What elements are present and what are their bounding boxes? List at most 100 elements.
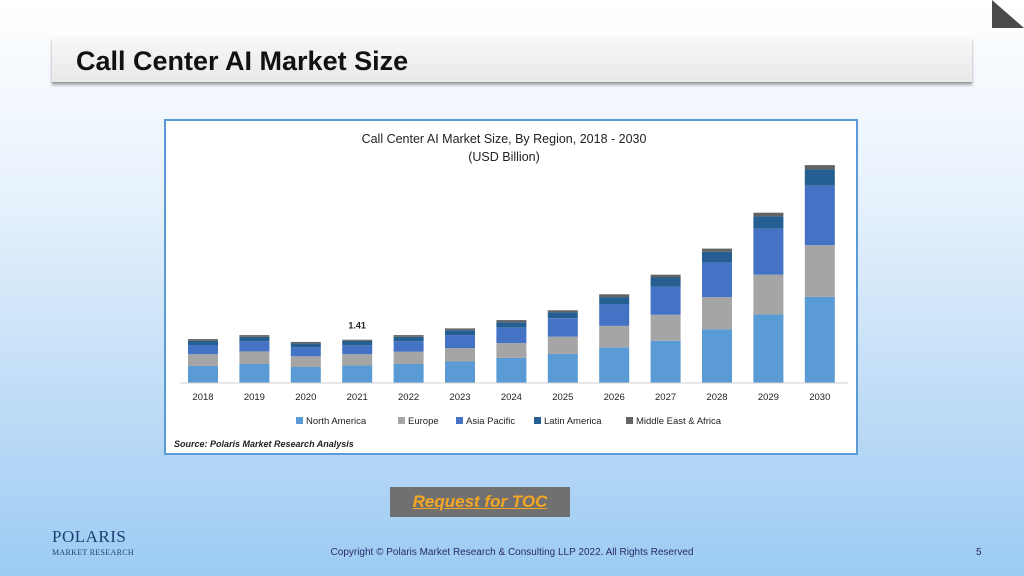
bar-2028-north-america	[702, 329, 732, 383]
bar-2024-asia-pacific	[496, 327, 527, 344]
legend-label: Latin America	[544, 416, 602, 427]
chart-subtitle: (USD Billion)	[468, 150, 540, 164]
bar-2027-europe	[650, 314, 681, 341]
x-tick-2018: 2018	[192, 392, 213, 403]
x-tick-2025: 2025	[552, 392, 573, 403]
legend-label: Asia Pacific	[466, 416, 515, 427]
bar-2020-north-america	[290, 367, 321, 383]
chart-source: Source: Polaris Market Research Analysis	[174, 439, 354, 449]
bar-2028-europe	[702, 297, 732, 330]
bar-2020-latin-america	[290, 343, 321, 348]
bar-2019-europe	[239, 351, 270, 364]
corner-triangle-icon	[992, 0, 1024, 28]
legend-swatch	[626, 417, 633, 424]
chart-panel: Call Center AI Market Size, By Region, 2…	[164, 119, 858, 455]
bar-2023-asia-pacific	[445, 335, 475, 348]
bar-2025-middle-east-africa	[547, 310, 578, 313]
bar-2022-north-america	[393, 364, 424, 383]
data-label-2021: 1.41	[348, 321, 366, 331]
bar-2030-europe	[804, 245, 835, 297]
bar-group: 1.41	[188, 165, 835, 383]
bar-2026-asia-pacific	[599, 304, 630, 326]
bar-2020-europe	[290, 356, 321, 367]
bar-2022-europe	[393, 351, 424, 364]
bar-2018-asia-pacific	[188, 345, 218, 355]
legend-item-europe: Europe	[398, 416, 439, 427]
bar-2018-north-america	[188, 365, 218, 383]
bar-2030-middle-east-africa	[804, 165, 835, 170]
bar-2029-europe	[753, 274, 784, 315]
bar-2029-asia-pacific	[753, 228, 784, 275]
bar-2021-north-america	[342, 365, 373, 383]
bar-2020-middle-east-africa	[290, 341, 321, 344]
copyright-text: Copyright © Polaris Market Research & Co…	[330, 547, 694, 558]
x-tick-2024: 2024	[501, 392, 522, 403]
x-tick-2021: 2021	[347, 392, 368, 403]
logo-brand: POLARIS	[52, 528, 132, 546]
page-title: Call Center AI Market Size	[76, 46, 409, 76]
request-toc-button[interactable]: Request for TOC	[390, 487, 570, 517]
page-number: 5	[976, 547, 982, 558]
bar-2023-middle-east-africa	[445, 328, 475, 331]
bar-2028-middle-east-africa	[702, 248, 732, 252]
bar-2019-middle-east-africa	[239, 335, 270, 337]
bar-2021-middle-east-africa	[342, 339, 373, 341]
x-tick-labels: 2018 2019 2020 2021 2022 2023 2024 2025 2026 2027…	[192, 392, 830, 403]
bar-2027-asia-pacific	[650, 286, 681, 315]
bar-2021-europe	[342, 354, 373, 366]
bar-2025-asia-pacific	[547, 318, 578, 337]
legend-swatch	[534, 417, 541, 424]
bar-2018-middle-east-africa	[188, 339, 218, 341]
bar-2026-latin-america	[599, 297, 630, 305]
market-size-chart: Call Center AI Market Size, By Region, 2…	[174, 132, 848, 449]
x-tick-2029: 2029	[758, 392, 779, 403]
bar-2025-north-america	[547, 353, 578, 383]
bar-2019-latin-america	[239, 337, 270, 342]
legend-swatch	[296, 417, 303, 424]
bar-2018-europe	[188, 354, 218, 366]
bar-2020-asia-pacific	[290, 347, 321, 357]
bar-2029-middle-east-africa	[753, 212, 784, 217]
x-tick-2019: 2019	[244, 392, 265, 403]
x-tick-2027: 2027	[655, 392, 676, 403]
bar-2024-middle-east-africa	[496, 320, 527, 323]
bar-2030-north-america	[804, 296, 835, 383]
bar-2019-north-america	[239, 364, 270, 383]
bar-2022-asia-pacific	[393, 341, 424, 352]
legend-swatch	[456, 417, 463, 424]
bar-2030-latin-america	[804, 169, 835, 186]
bar-2029-north-america	[753, 314, 784, 383]
bar-2028-latin-america	[702, 251, 732, 263]
bar-2024-latin-america	[496, 322, 527, 328]
bar-2029-latin-america	[753, 216, 784, 229]
legend-item-north-america: North America	[296, 416, 367, 427]
x-tick-2026: 2026	[604, 392, 625, 403]
x-tick-2028: 2028	[706, 392, 727, 403]
bar-2026-middle-east-africa	[599, 294, 630, 298]
legend-item-middle-east-africa: Middle East & Africa	[626, 416, 722, 427]
bar-2022-middle-east-africa	[393, 335, 424, 337]
chart-legend: North America Europe Asia Pacific Latin Ame…	[296, 416, 722, 427]
bar-2028-asia-pacific	[702, 262, 732, 298]
x-tick-2020: 2020	[295, 392, 316, 403]
bar-2026-europe	[599, 325, 630, 348]
legend-item-latin-america: Latin America	[534, 416, 602, 427]
bar-2030-asia-pacific	[804, 185, 835, 246]
bar-2022-latin-america	[393, 337, 424, 342]
bar-2025-europe	[547, 336, 578, 354]
bar-2021-asia-pacific	[342, 345, 373, 355]
x-tick-2030: 2030	[809, 392, 830, 403]
bar-2021-latin-america	[342, 341, 373, 346]
legend-swatch	[398, 417, 405, 424]
polaris-logo[interactable]: POLARIS MARKET RESEARCH	[52, 528, 134, 562]
bar-2024-north-america	[496, 357, 527, 383]
bar-2027-middle-east-africa	[650, 274, 681, 278]
bar-2027-latin-america	[650, 277, 681, 287]
bar-2025-latin-america	[547, 312, 578, 319]
logo-brand-text: POLARIS	[52, 527, 127, 546]
bar-2023-europe	[445, 348, 475, 362]
logo-subtitle: MARKET RESEARCH	[52, 548, 134, 557]
legend-label: Middle East & Africa	[636, 416, 722, 427]
x-tick-2023: 2023	[449, 392, 470, 403]
bar-2019-asia-pacific	[239, 341, 270, 352]
